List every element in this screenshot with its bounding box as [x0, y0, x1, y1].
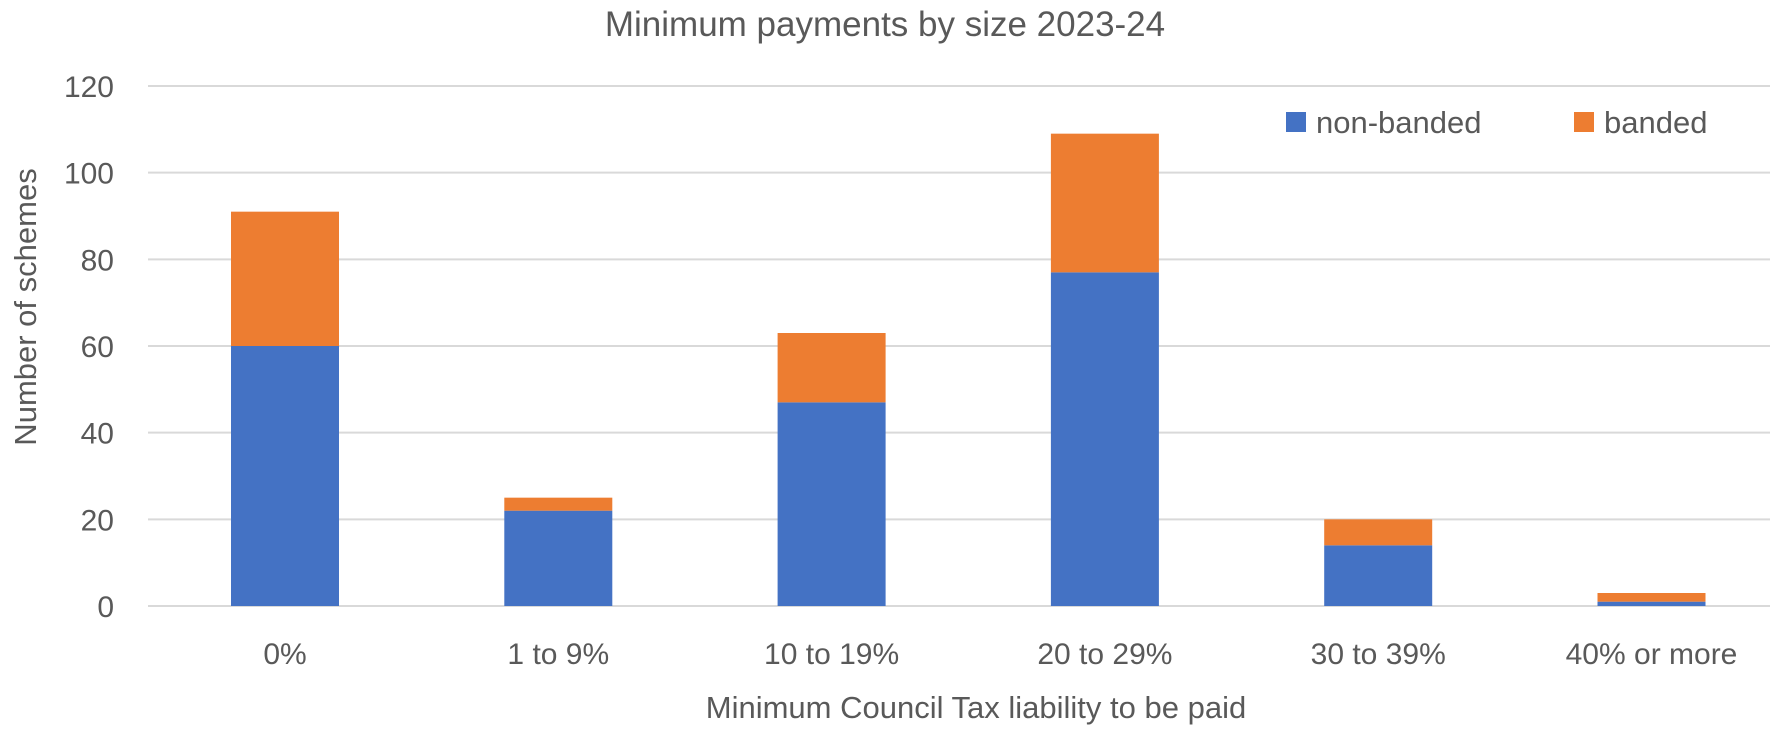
y-axis-title: Number of schemes	[8, 168, 43, 445]
bar-non-banded-3	[777, 402, 886, 606]
x-tick-label: 40% or more	[1566, 638, 1738, 671]
bar-non-banded-1	[231, 346, 339, 606]
bar-banded-6	[1597, 593, 1706, 602]
x-tick-label: 1 to 9%	[507, 638, 609, 671]
legend-swatch-non-banded	[1286, 112, 1306, 132]
legend: non-banded banded	[1286, 105, 1707, 140]
y-tick-label: 20	[81, 504, 114, 537]
y-tick-label: 60	[81, 331, 114, 364]
y-tick-label: 100	[64, 158, 114, 191]
y-axis-ticks: 0 20 40 60 80 100 120	[64, 71, 114, 624]
y-tick-label: 0	[97, 591, 114, 624]
x-tick-label: 0%	[263, 638, 306, 671]
y-tick-label: 120	[64, 71, 114, 104]
x-tick-label: 10 to 19%	[764, 638, 899, 671]
bar-non-banded-4	[1050, 272, 1159, 606]
gridlines	[148, 85, 1770, 607]
bar-non-banded-5	[1324, 545, 1433, 606]
bar-banded-5	[1324, 519, 1433, 546]
x-tick-label: 20 to 29%	[1037, 638, 1172, 671]
chart-title: Minimum payments by size 2023-24	[605, 5, 1165, 44]
y-tick-label: 80	[81, 244, 114, 277]
legend-swatch-banded	[1574, 112, 1594, 132]
legend-label-non-banded: non-banded	[1316, 105, 1482, 140]
bars	[231, 133, 1706, 606]
x-axis-ticks: 0% 1 to 9% 10 to 19% 20 to 29% 30 to 39% 40% …	[263, 638, 1737, 671]
bar-banded-3	[777, 333, 886, 403]
bar-banded-2	[504, 497, 613, 511]
bar-banded-4	[1050, 133, 1159, 273]
x-axis-title: Minimum Council Tax liability to be paid	[706, 690, 1246, 725]
legend-label-banded: banded	[1604, 105, 1707, 140]
bar-non-banded-6	[1597, 601, 1706, 606]
bar-non-banded-2	[504, 510, 613, 606]
x-tick-label: 30 to 39%	[1311, 638, 1446, 671]
bar-banded-1	[231, 211, 339, 346]
y-tick-label: 40	[81, 418, 114, 451]
